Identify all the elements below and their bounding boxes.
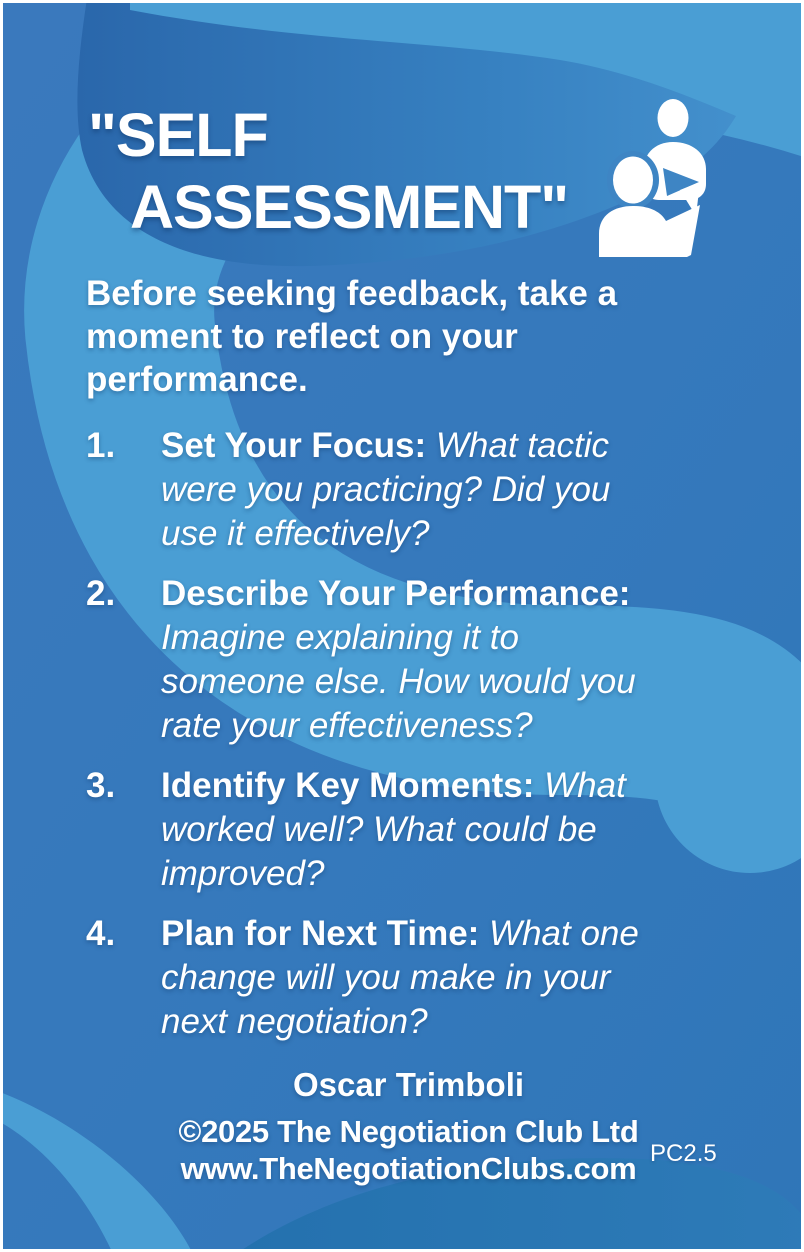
steps-list: 1. Set Your Focus: What tactic were you … — [86, 424, 746, 1060]
item-heading: Identify Key Moments: — [161, 766, 535, 805]
list-item: 2. Describe Your Performance: Imagine ex… — [86, 572, 746, 748]
list-item: 3. Identify Key Moments: What worked wel… — [86, 764, 746, 896]
item-body: What worked well? What could be improved… — [161, 766, 626, 893]
intro-paragraph: Before seeking feedback, take a moment t… — [86, 274, 618, 399]
author-name: Oscar Trimboli — [292, 1066, 525, 1103]
list-item: 4. Plan for Next Time: What one change w… — [86, 912, 746, 1044]
item-body: What one change will you make in your ne… — [161, 914, 639, 1041]
item-body: What tactic were you practicing? Did you… — [161, 426, 611, 553]
copyright-and-website: ©2025 The Negotiation Club Ltd www.TheNe… — [178, 1114, 639, 1186]
item-text: Plan for Next Time: What one change will… — [161, 912, 746, 1044]
item-text: Set Your Focus: What tactic were you pra… — [161, 424, 746, 556]
item-heading: Plan for Next Time: — [161, 914, 480, 953]
item-number: 1. — [86, 426, 116, 465]
card-title: "SELF ASSESSMENT" — [88, 99, 569, 243]
item-heading: Describe Your Performance: — [161, 574, 631, 613]
item-body: Imagine explaining it to someone else. H… — [161, 618, 636, 745]
item-text: Identify Key Moments: What worked well? … — [161, 764, 746, 896]
list-item: 1. Set Your Focus: What tactic were you … — [86, 424, 746, 556]
card-code: PC2.5 — [650, 1140, 717, 1167]
item-number: 3. — [86, 766, 116, 805]
card-title-line1: "SELF — [88, 101, 269, 169]
item-heading: Set Your Focus: — [161, 426, 427, 465]
item-text: Describe Your Performance: Imagine expla… — [161, 572, 746, 748]
coaching-feedback-two-people-icon — [599, 99, 706, 257]
item-number: 2. — [86, 574, 116, 613]
item-number: 4. — [86, 914, 116, 953]
card-title-line2: ASSESSMENT" — [130, 173, 569, 241]
